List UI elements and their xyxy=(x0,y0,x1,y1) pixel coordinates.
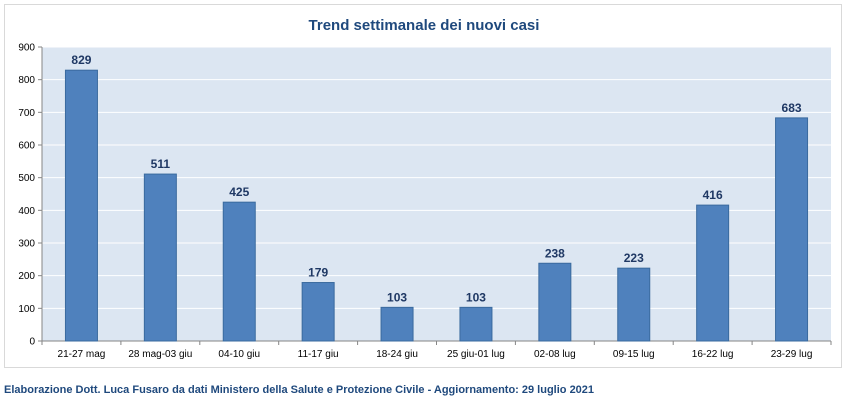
bar xyxy=(775,117,809,342)
data-label: 103 xyxy=(466,290,486,304)
x-tick-label: 25 giu-01 lug xyxy=(447,349,505,360)
data-label: 416 xyxy=(703,188,723,202)
bar xyxy=(617,267,651,342)
y-tick-label: 600 xyxy=(18,141,35,152)
x-tick-label: 02-08 lug xyxy=(534,349,576,360)
y-tick-label: 900 xyxy=(18,43,35,54)
data-label: 511 xyxy=(151,157,171,171)
data-label: 683 xyxy=(782,101,802,115)
x-tick-label: 09-15 lug xyxy=(613,349,655,360)
data-label: 223 xyxy=(624,251,644,265)
x-tick-label: 18-24 giu xyxy=(376,349,418,360)
chart-title: Trend settimanale dei nuovi casi xyxy=(308,17,540,34)
data-label: 179 xyxy=(308,266,328,280)
x-tick-label: 21-27 mag xyxy=(58,349,106,360)
data-label: 238 xyxy=(545,246,565,260)
bar xyxy=(143,173,177,342)
y-tick-label: 300 xyxy=(18,239,35,250)
x-tick-label: 16-22 lug xyxy=(692,349,734,360)
y-tick-label: 500 xyxy=(18,173,35,184)
y-tick-label: 100 xyxy=(18,304,35,315)
y-tick-label: 200 xyxy=(18,271,35,282)
data-label: 829 xyxy=(71,53,91,67)
bar xyxy=(380,306,414,342)
y-tick-label: 800 xyxy=(18,75,35,86)
data-label: 425 xyxy=(229,185,249,199)
x-tick-label: 23-29 lug xyxy=(771,349,813,360)
x-tick-label: 04-10 giu xyxy=(218,349,260,360)
bar xyxy=(301,282,335,342)
y-tick-label: 400 xyxy=(18,206,35,217)
data-label: 103 xyxy=(387,290,407,304)
bar xyxy=(538,262,572,342)
x-tick-label: 11-17 giu xyxy=(298,349,339,360)
source-footer: Elaborazione Dott. Luca Fusaro da dati M… xyxy=(4,384,595,396)
bar xyxy=(222,201,256,342)
chart-frame: Trend settimanale dei nuovi casi 0 100 200… xyxy=(4,4,842,368)
x-tick-label: 28 mag-03 giu xyxy=(128,349,192,360)
bar-chart: 0 100 200 300 400 500 600 700 800 900 829 21-27 mag… xyxy=(18,43,832,360)
y-tick-label: 0 xyxy=(29,337,35,348)
bar xyxy=(459,306,493,342)
bar xyxy=(64,69,98,342)
y-tick-label: 700 xyxy=(18,108,35,119)
bar xyxy=(696,204,730,342)
